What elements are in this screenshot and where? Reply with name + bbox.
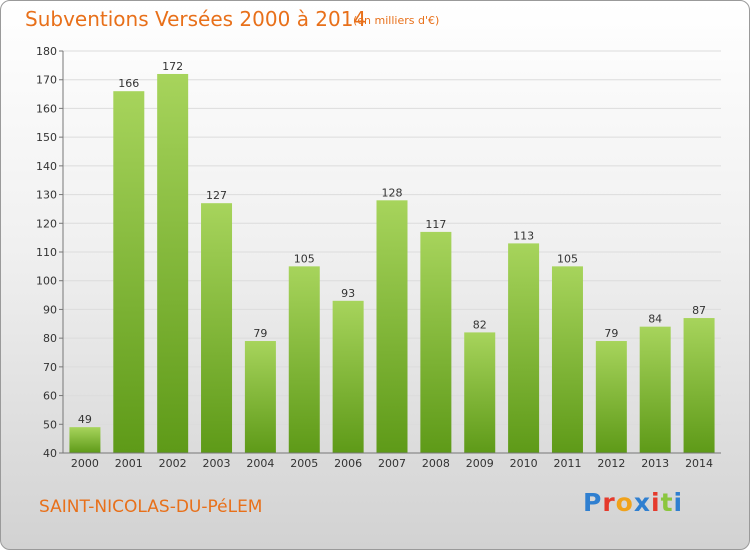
bar-2005 — [288, 266, 320, 453]
logo-letter: x — [633, 488, 651, 517]
value-label-2011: 105 — [557, 252, 578, 265]
y-tick-label: 160 — [36, 102, 57, 115]
value-label-2000: 49 — [78, 413, 92, 426]
labels: 40 50 60 70 80 90 100 110 120 130 140 150 160 170 180 4… — [36, 45, 713, 470]
y-tick-label: 50 — [43, 418, 57, 431]
value-label-2003: 127 — [206, 189, 227, 202]
x-tick-label-2012: 2012 — [597, 457, 625, 470]
value-label-2006: 93 — [341, 287, 355, 300]
x-tick-label-2003: 2003 — [203, 457, 231, 470]
bar-2000 — [69, 427, 101, 453]
bar-2010 — [508, 243, 540, 453]
x-tick-label-2014: 2014 — [685, 457, 713, 470]
value-label-2002: 172 — [162, 60, 183, 73]
y-tick-label: 140 — [36, 160, 57, 173]
value-label-2010: 113 — [513, 229, 534, 242]
x-tick-label-2005: 2005 — [290, 457, 318, 470]
logo-letter: i — [651, 488, 661, 517]
value-label-2007: 128 — [382, 186, 403, 199]
y-tick-label: 110 — [36, 246, 57, 259]
bar-2004 — [244, 341, 276, 453]
axes — [59, 50, 721, 454]
value-label-2013: 84 — [648, 313, 662, 326]
x-tick-label-2004: 2004 — [246, 457, 274, 470]
value-label-2009: 82 — [473, 318, 487, 331]
y-tick-label: 170 — [36, 74, 57, 87]
bar-2006 — [332, 300, 364, 453]
x-tick-label-2007: 2007 — [378, 457, 406, 470]
logo-letter: t — [660, 488, 674, 517]
logo-letter: o — [615, 488, 634, 517]
x-tick-label-2009: 2009 — [466, 457, 494, 470]
bar-2011 — [551, 266, 583, 453]
y-tick-label: 130 — [36, 189, 57, 202]
value-label-2008: 117 — [425, 218, 446, 231]
logo-letter: i — [673, 488, 684, 517]
x-tick-label-2011: 2011 — [553, 457, 581, 470]
x-tick-label-2000: 2000 — [71, 457, 99, 470]
chart-title: Subventions Versées 2000 à 2014 — [25, 7, 367, 31]
chart-unit-note: (en milliers d'€) — [353, 14, 440, 27]
bar-2002 — [157, 73, 189, 453]
y-tick-label: 100 — [36, 275, 57, 288]
x-tick-label-2001: 2001 — [115, 457, 143, 470]
x-tick-label-2010: 2010 — [510, 457, 538, 470]
value-label-2012: 79 — [604, 327, 618, 340]
logo-letter: P — [583, 488, 603, 517]
y-tick-label: 60 — [43, 390, 57, 403]
y-tick-label: 120 — [36, 217, 57, 230]
commune-name: SAINT-NICOLAS-DU-PéLEM — [39, 497, 263, 517]
value-label-2005: 105 — [294, 252, 315, 265]
y-tick-label: 40 — [43, 447, 57, 460]
bar-2007 — [376, 200, 408, 453]
y-tick-label: 80 — [43, 332, 57, 345]
bar-2014 — [683, 318, 715, 453]
x-tick-label-2008: 2008 — [422, 457, 450, 470]
value-label-2004: 79 — [253, 327, 267, 340]
bars — [69, 73, 715, 453]
bar-2013 — [639, 326, 671, 453]
bar-2003 — [201, 203, 233, 453]
y-tick-label: 150 — [36, 131, 57, 144]
x-tick-label-2013: 2013 — [641, 457, 669, 470]
x-tick-label-2006: 2006 — [334, 457, 362, 470]
bar-2009 — [464, 332, 496, 453]
bar-2012 — [595, 341, 627, 453]
y-tick-label: 90 — [43, 303, 57, 316]
proxiti-logo[interactable]: Proxiti — [583, 488, 683, 517]
bar-2008 — [420, 231, 452, 453]
value-label-2014: 87 — [692, 304, 706, 317]
logo-letter: r — [602, 488, 616, 517]
y-tick-label: 180 — [36, 45, 57, 58]
y-tick-label: 70 — [43, 361, 57, 374]
value-label-2001: 166 — [118, 77, 139, 90]
bar-2001 — [113, 91, 145, 453]
x-tick-label-2002: 2002 — [159, 457, 187, 470]
